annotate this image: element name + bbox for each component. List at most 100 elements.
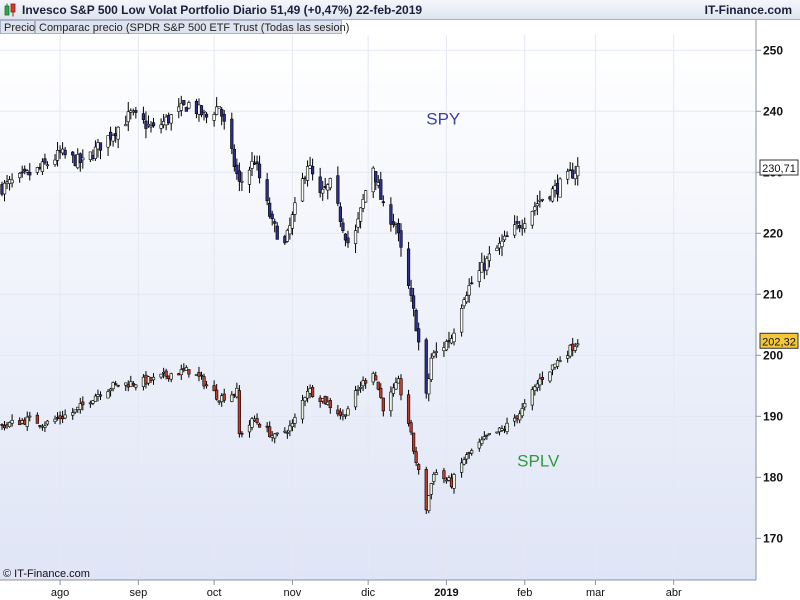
candle-body (61, 148, 65, 154)
candle-body (424, 339, 428, 394)
candle (187, 100, 191, 110)
candle (134, 107, 138, 119)
candle-body (502, 235, 507, 241)
candle-body (220, 395, 224, 402)
candle-body (43, 425, 47, 428)
candle-body (290, 423, 295, 427)
candle (159, 373, 163, 380)
candle (434, 469, 438, 475)
candle-body (505, 422, 509, 432)
candle-body (144, 120, 148, 129)
candle-body (459, 308, 464, 333)
candle-body (336, 175, 340, 204)
candle (470, 276, 474, 285)
candle (275, 222, 279, 240)
candle (566, 350, 570, 363)
candle-body (182, 100, 186, 105)
candle (164, 368, 168, 380)
candle (424, 337, 428, 399)
candle-body (300, 178, 305, 202)
candle (376, 381, 380, 391)
candle-body (573, 346, 577, 351)
candle-body (328, 178, 332, 189)
candle-body (424, 469, 428, 511)
candle-body (399, 378, 403, 396)
candle-body (141, 113, 146, 120)
candle-body (485, 258, 489, 271)
candle-body (566, 170, 570, 180)
candle-body (414, 451, 418, 464)
candle (429, 482, 433, 500)
candle (204, 112, 209, 124)
splv-last-value: 202,32 (759, 332, 799, 349)
candle-body (576, 165, 580, 177)
candle (303, 396, 307, 407)
candle-body (576, 343, 580, 346)
candle-body (202, 376, 206, 387)
candle (576, 339, 580, 348)
candle (63, 146, 67, 159)
candle (116, 384, 120, 388)
candle-body (250, 418, 254, 428)
candle-body (25, 416, 29, 427)
candle (250, 152, 254, 177)
candle-body (5, 424, 9, 426)
candle-body (429, 357, 433, 380)
candle-body (151, 122, 156, 127)
y-axis-panel (756, 20, 800, 600)
candle (485, 256, 489, 276)
candle (199, 104, 204, 118)
candle-body (447, 340, 451, 343)
candle-body (361, 380, 365, 387)
candle (212, 111, 216, 127)
candle (187, 369, 191, 378)
candle (535, 194, 539, 216)
candle-body (275, 225, 279, 240)
candle (442, 467, 446, 484)
candle-body (550, 188, 555, 202)
candle-body (513, 224, 517, 236)
legend-compare-button[interactable]: Comparac precio (SPDR S&P 500 ETF Trust … (35, 20, 349, 34)
candle-body (28, 415, 32, 418)
candle (184, 365, 188, 371)
candle (412, 432, 416, 455)
candle-body (88, 402, 92, 405)
candle-body (452, 332, 456, 343)
candle-body (364, 190, 368, 203)
candle-body (311, 387, 315, 397)
candle (336, 166, 340, 207)
candle (573, 342, 577, 353)
candle (399, 374, 403, 401)
candle (151, 117, 156, 128)
candle-body (399, 230, 403, 248)
candle (346, 230, 350, 248)
candle (2, 180, 7, 202)
legend-price-button[interactable]: Precio (0, 20, 35, 34)
candle-body (237, 170, 241, 182)
candle-body (18, 420, 22, 426)
candle-body (131, 110, 135, 113)
candle (43, 421, 47, 432)
candle-body (538, 199, 542, 202)
candle (222, 110, 226, 130)
candle-body (462, 299, 466, 307)
candle-body (533, 386, 537, 391)
candle (391, 383, 396, 397)
candle-body (326, 184, 330, 191)
candle-body (358, 207, 363, 222)
candle-body (376, 381, 380, 390)
candle-body (353, 390, 358, 408)
candle-body (93, 146, 98, 159)
candle-body (540, 198, 545, 201)
candle-body (78, 153, 82, 163)
candle (81, 396, 85, 411)
candle-body (555, 183, 560, 195)
series-labels: SPY SPLV (426, 110, 560, 471)
candle-body (98, 394, 103, 397)
candle (10, 173, 14, 188)
candle-body (212, 114, 216, 121)
candle-body (288, 425, 292, 432)
candle-body (406, 248, 411, 286)
candle-body (568, 344, 572, 357)
